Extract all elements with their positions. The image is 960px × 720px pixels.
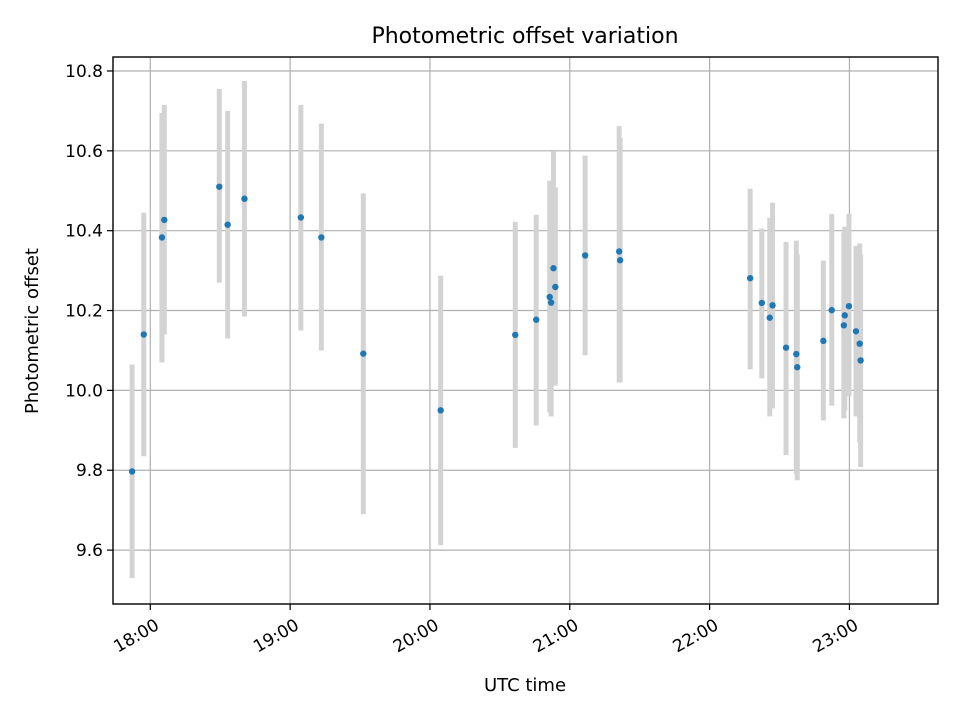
- plot-frame: [112, 56, 939, 605]
- data-point: [437, 407, 444, 414]
- data-point: [615, 248, 623, 255]
- x-axis-label: UTC time: [484, 675, 566, 696]
- data-point: [552, 283, 559, 291]
- data-point: [512, 331, 519, 339]
- y-tick-label: 10.0: [65, 381, 103, 401]
- data-point: [766, 314, 773, 321]
- y-tick-label: 9.6: [76, 541, 103, 561]
- data-point: [128, 468, 136, 475]
- data-point: [616, 257, 624, 264]
- data-point: [550, 265, 557, 272]
- data-point: [158, 234, 166, 241]
- data-point: [820, 337, 827, 345]
- y-tick-label: 9.8: [76, 461, 103, 481]
- data-point: [140, 331, 147, 338]
- data-point: [581, 252, 589, 259]
- data-point: [224, 221, 231, 228]
- data-point: [533, 316, 540, 323]
- data-point: [852, 328, 860, 335]
- y-tick-label: 10.6: [65, 142, 103, 162]
- data-point: [241, 195, 248, 202]
- x-tick-label: 21:00: [530, 615, 582, 657]
- grid-layer: [113, 57, 938, 604]
- data-point: [856, 340, 863, 347]
- data-point: [297, 214, 305, 221]
- x-tick-label: 23:00: [810, 615, 862, 657]
- data-point: [794, 364, 801, 371]
- data-point: [360, 350, 367, 357]
- data-point: [840, 322, 848, 329]
- data-point: [857, 357, 864, 364]
- x-tick-label: 22:00: [670, 615, 722, 657]
- y-tick-label: 10.2: [65, 302, 103, 322]
- data-point: [758, 299, 766, 307]
- data-point: [841, 312, 848, 319]
- point-layer: [128, 183, 864, 475]
- x-tick-label: 20:00: [390, 615, 442, 657]
- data-point: [161, 216, 168, 224]
- x-tick-label: 18:00: [110, 615, 162, 657]
- y-tick-label: 10.8: [65, 62, 103, 82]
- y-tick-label: 10.4: [65, 222, 103, 242]
- data-point: [845, 302, 853, 310]
- data-point: [828, 306, 835, 314]
- data-point: [746, 274, 754, 282]
- data-point: [782, 344, 790, 351]
- data-point: [793, 350, 800, 358]
- data-point: [547, 299, 555, 306]
- data-point: [546, 293, 553, 301]
- y-axis-label: Photometric offset: [22, 248, 43, 414]
- data-point: [216, 183, 223, 190]
- data-point: [769, 302, 776, 309]
- x-tick-label: 19:00: [250, 615, 302, 657]
- errorbar-layer: [129, 80, 864, 579]
- data-point: [318, 234, 325, 241]
- chart-title: Photometric offset variation: [371, 24, 678, 49]
